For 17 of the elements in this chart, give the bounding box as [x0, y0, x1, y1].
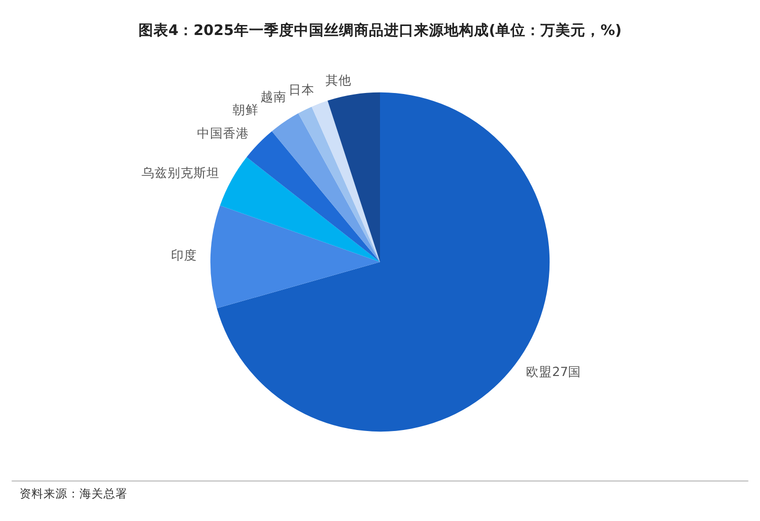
- text: 资料来源：海关总署: [19, 486, 128, 500]
- pie-slice: [312, 100, 380, 262]
- slice-label: 其他: [325, 72, 352, 88]
- slice-label: 朝鲜: [232, 102, 258, 117]
- slice-label: 日本: [288, 82, 315, 98]
- slice-label: 乌兹别克斯坦: [141, 165, 220, 180]
- pie-slice: [220, 157, 380, 262]
- slice-label: 越南: [260, 89, 287, 104]
- pie-slice: [272, 113, 380, 262]
- pie-slice: [298, 106, 380, 262]
- slice-label: 中国香港: [196, 125, 249, 141]
- pie-slice: [246, 131, 380, 262]
- slice-label: 欧盟27国: [526, 364, 582, 379]
- pie-slice: [210, 206, 380, 308]
- chart-title: 图表4：2025年一季度中国丝绸商品进口来源地构成(单位：万美元，%): [138, 21, 622, 40]
- slice-label: 印度: [170, 248, 197, 263]
- pie-slice: [328, 92, 380, 262]
